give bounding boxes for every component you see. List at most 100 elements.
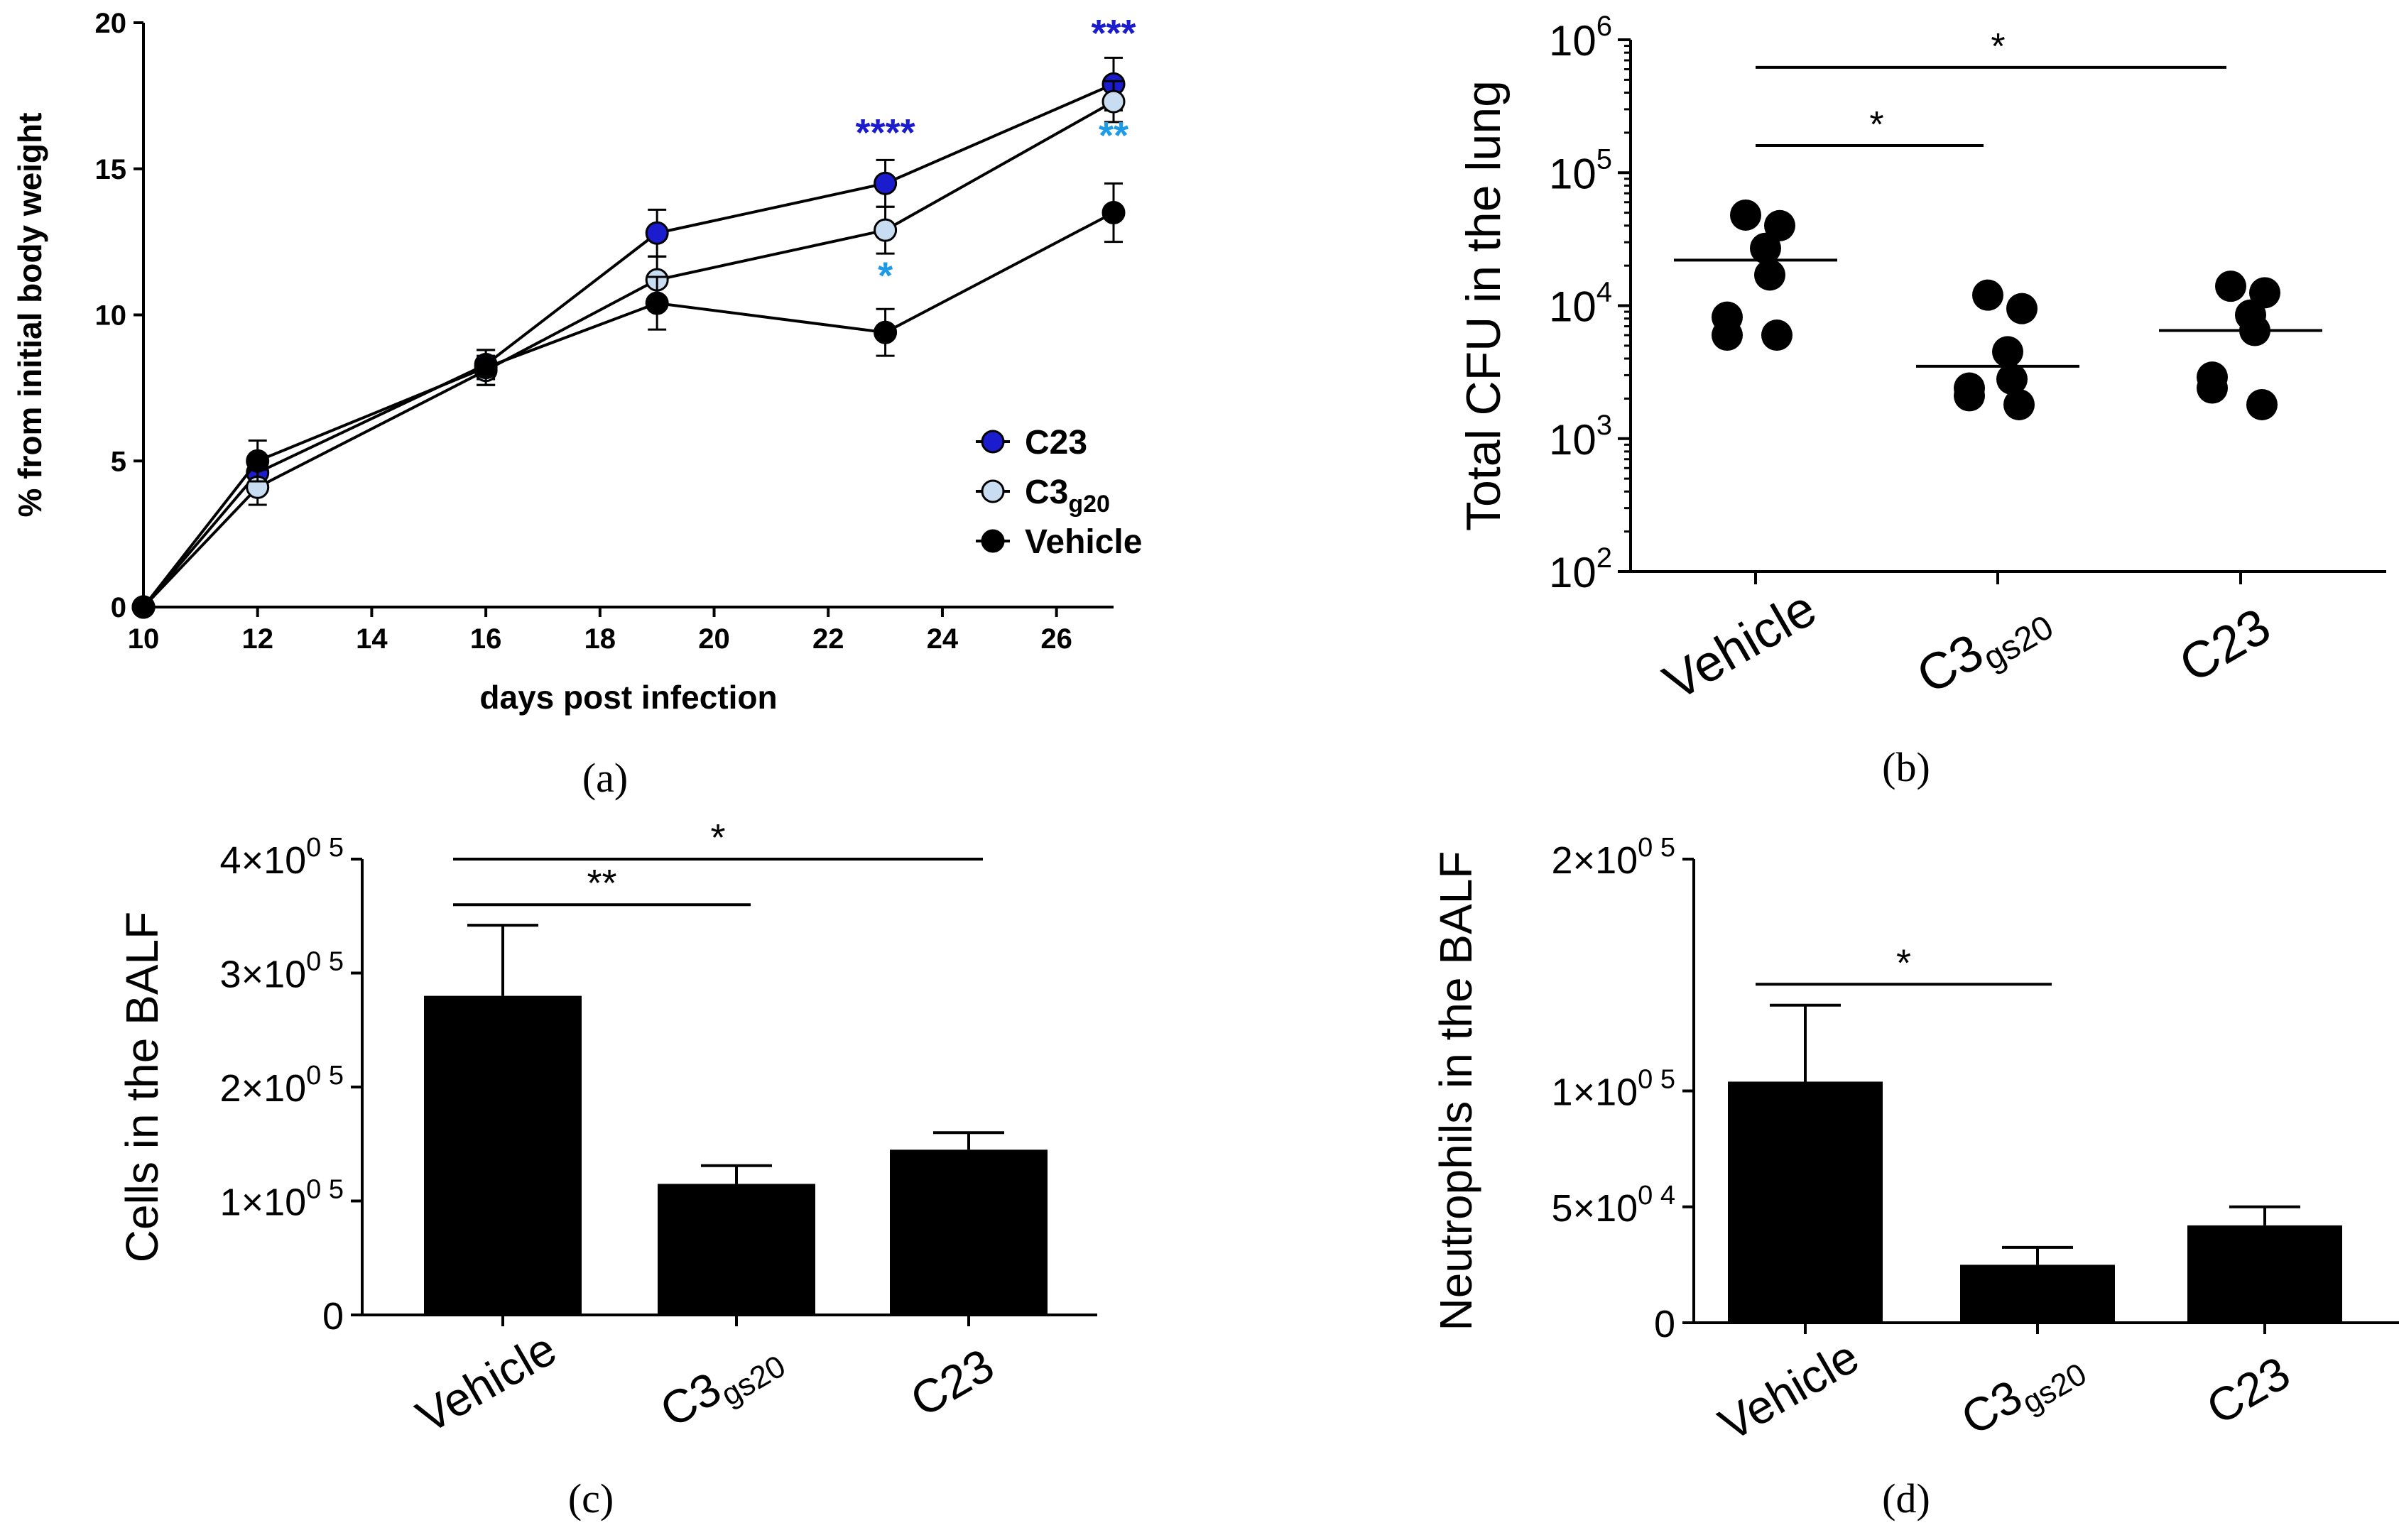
panel-c-ytick-sup: 0 5 — [306, 1175, 344, 1205]
panel-a-legend-label-main: C23 — [1025, 424, 1087, 462]
panel-b-y-label: Total CFU in the lung — [1457, 80, 1511, 531]
panel-a-significance: ** — [1099, 114, 1128, 157]
panel-a-caption: (a) — [582, 755, 628, 801]
panel-d-ytick-sup: 0 5 — [1638, 833, 1675, 863]
panel-a-xtick-label: 20 — [698, 623, 730, 655]
panel-c-ytick-label: 0 — [322, 1295, 344, 1338]
panel-b-point — [1972, 279, 2003, 311]
panel-a-point-Vehicle — [1101, 200, 1126, 224]
panel-b-point — [1754, 259, 1785, 291]
panel-d-caption: (d) — [1882, 1475, 1930, 1522]
panel-b-group-label: Vehicle — [1654, 580, 1825, 711]
panel-b-group-label: C23 — [2170, 598, 2280, 694]
panel-c-ytick-main: 2×10 — [220, 1067, 307, 1110]
panel-c-bar — [890, 1149, 1048, 1315]
panel-d-ytick-label: 2×100 5 — [1552, 833, 1675, 882]
panel-d-ytick-main: 1×10 — [1552, 1071, 1638, 1114]
panel-a-legend-label: Vehicle — [1025, 523, 1142, 561]
panel-b-ytick-exp: 4 — [1596, 277, 1612, 308]
panel-b-group-label-sub: gs20 — [1977, 608, 2060, 678]
panel-a-series-line-C23 — [142, 82, 1114, 608]
panel-b-ytick-label: 104 — [1549, 277, 1612, 331]
panel-a-point-C23 — [874, 171, 898, 195]
panel-c-ytick-label: 2×100 5 — [220, 1061, 344, 1110]
panel-a-ytick-label: 15 — [95, 154, 127, 185]
panel-c-category-label: C3gs20 — [651, 1328, 791, 1443]
panel-b-ytick-label: 105 — [1549, 143, 1612, 197]
panel-a-ytick-label: 20 — [95, 8, 127, 39]
panel-c-category-sub: gs20 — [715, 1349, 791, 1413]
panel-c-category-label: C23 — [902, 1338, 1003, 1427]
panel-a-legend-label-sub: g20 — [1068, 491, 1110, 518]
panel-b-group-label-main: C3 — [1908, 623, 1993, 705]
panel-d-bar — [1960, 1265, 2115, 1323]
panel-b-ytick-base: 10 — [1549, 17, 1596, 65]
panel-a-xtick-label: 26 — [1040, 623, 1072, 655]
panel-c-ytick-sup: 0 5 — [306, 1061, 344, 1091]
panel-a-legend-label-main: Vehicle — [1025, 523, 1142, 561]
panel-a-point-Vehicle — [645, 291, 669, 315]
panel-d-category-main: C23 — [2198, 1346, 2299, 1435]
panel-d-category-label: Vehicle — [1710, 1330, 1867, 1451]
panel-a-series-line-Vehicle — [142, 211, 1114, 608]
panel-c-significance-label: ** — [587, 862, 616, 905]
panel-b-ytick-base: 10 — [1549, 416, 1596, 464]
panel-a-point-Vehicle — [474, 356, 498, 380]
panel-d-ytick-main: 5×10 — [1552, 1187, 1638, 1230]
panel-d-ytick-label: 5×100 4 — [1552, 1181, 1675, 1230]
panel-b-point — [1712, 320, 1743, 351]
panel-d-y-label: Neutrophils in the BALF — [1430, 851, 1481, 1331]
panel-d-ytick-main: 2×10 — [1552, 839, 1638, 882]
panel-b-ytick-label: 102 — [1549, 542, 1612, 596]
panel-a-x-label: days post infection — [479, 679, 777, 716]
panel-a-xtick-label: 18 — [584, 623, 616, 655]
panel-b-ytick-base: 10 — [1549, 150, 1596, 197]
panel-a-legend-marker — [981, 529, 1005, 553]
panel-a-point-C23 — [645, 221, 669, 245]
panel-a-legend-marker — [981, 430, 1005, 454]
panel-b-point — [1750, 232, 1781, 264]
panel-d-category-main: C3 — [1952, 1370, 2030, 1445]
panel-c-bar — [424, 995, 582, 1315]
panel-a-point-C3g20 — [874, 218, 898, 242]
panel-b-point — [2249, 277, 2280, 309]
panel-c-ytick-label: 3×100 5 — [220, 947, 344, 996]
panel-b-point — [1730, 199, 1761, 231]
panel-b-ytick-base: 10 — [1549, 549, 1596, 596]
panel-c-ytick-main: 0 — [322, 1295, 344, 1338]
panel-a-significance: *** — [1091, 12, 1136, 55]
panel-d-bar — [1728, 1081, 1883, 1323]
panel-c-category-main: C3 — [651, 1362, 729, 1437]
panel-a-xtick-label: 22 — [812, 623, 844, 655]
panel-a-y-label: % from initial body weight — [11, 113, 48, 518]
panel-b-significance-label: * — [1869, 104, 1883, 146]
panel-d-bar — [2187, 1225, 2342, 1323]
panel-c-ytick-main: 4×10 — [220, 839, 307, 882]
panel-d-ytick-sup: 0 5 — [1638, 1065, 1675, 1095]
panel-b-significance-label: * — [1991, 26, 2005, 67]
panel-b-group-label-main: Vehicle — [1654, 580, 1825, 711]
panel-c-ytick-label: 1×100 5 — [220, 1175, 344, 1224]
panel-d-ytick-sup: 0 4 — [1638, 1181, 1675, 1211]
panel-b-point — [2197, 372, 2228, 404]
panel-a-legend-marker — [981, 479, 1005, 503]
panel-a-xtick-label: 24 — [927, 623, 959, 655]
panel-c-bar — [658, 1184, 815, 1315]
panel-b-point — [1761, 320, 1793, 351]
panel-d-ytick-label: 1×100 5 — [1552, 1065, 1675, 1114]
panel-c-category-label: Vehicle — [408, 1322, 565, 1443]
panel-a-ytick-label: 10 — [95, 300, 127, 332]
panel-b-point — [1992, 336, 2023, 368]
panel-b-ytick-exp: 5 — [1596, 143, 1612, 175]
panel-b-point — [2003, 388, 2035, 420]
panel-b-caption: (b) — [1882, 744, 1930, 790]
panel-c-ytick-main: 1×10 — [220, 1181, 307, 1224]
panel-a-legend-label: C23 — [1025, 424, 1087, 462]
panel-b-ytick-label: 103 — [1549, 410, 1612, 464]
panel-a-significance: **** — [856, 111, 915, 154]
panel-b-point — [2215, 271, 2246, 302]
panel-c-y-label: Cells in the BALF — [116, 912, 168, 1262]
panel-a-point-C3g20 — [1101, 89, 1126, 114]
panel-a-series-line-C3g20 — [142, 100, 1114, 608]
panel-d-category-main: Vehicle — [1710, 1330, 1867, 1451]
